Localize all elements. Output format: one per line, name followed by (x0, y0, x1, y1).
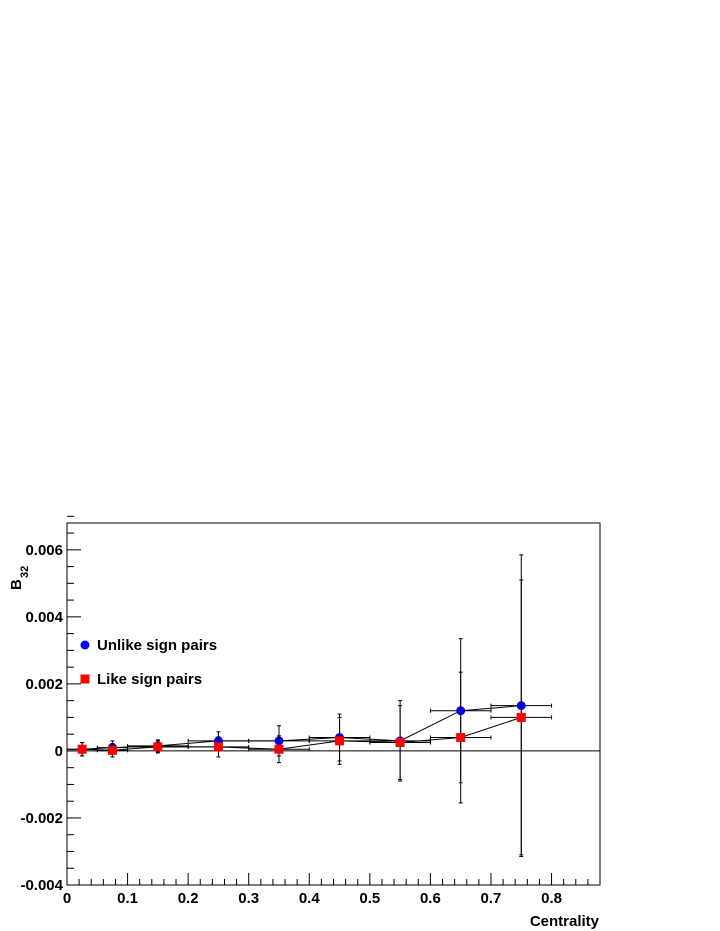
legend: Unlike sign pairs Like sign pairs (80, 637, 217, 688)
y-axis-ticks: -0.004 -0.002 0 0.002 0.004 0.006 (20, 515, 81, 894)
x-tick-label: 0 (63, 890, 71, 907)
data-point (107, 745, 117, 755)
x-tick-label: 0.1 (117, 890, 138, 907)
x-tick-label: 0.3 (238, 890, 259, 907)
x-axis-title: Centrality (530, 913, 600, 930)
data-point (335, 736, 345, 746)
data-point (516, 712, 526, 722)
y-axis-title-main: B (8, 579, 25, 590)
series-line (82, 705, 522, 750)
legend-marker-unlike (80, 640, 90, 650)
data-point (153, 742, 163, 752)
series-like (66, 579, 553, 856)
y-tick-label: 0.004 (25, 609, 63, 626)
data-point (274, 744, 284, 754)
y-tick-label: 0 (55, 743, 63, 760)
x-tick-label: 0.5 (359, 890, 380, 907)
series-line (82, 716, 522, 751)
x-tick-label: 0.4 (299, 890, 321, 907)
data-point (395, 738, 405, 748)
data-point (213, 742, 223, 752)
x-tick-label: 0.6 (420, 890, 441, 907)
legend-label-like: Like sign pairs (97, 671, 202, 688)
legend-label-unlike: Unlike sign pairs (97, 637, 217, 654)
y-tick-label: 0.006 (25, 542, 63, 559)
data-point (77, 744, 87, 754)
y-tick-label: -0.004 (20, 877, 63, 894)
y-axis-title-subscript: 32 (19, 566, 31, 578)
y-tick-label: 0.002 (25, 676, 63, 693)
data-point (456, 733, 466, 743)
series-unlike (66, 554, 553, 858)
series-layer (66, 554, 553, 858)
legend-marker-like (80, 674, 90, 684)
x-tick-label: 0.7 (481, 890, 502, 907)
y-tick-label: -0.002 (20, 810, 63, 827)
x-tick-label: 0.2 (178, 890, 199, 907)
x-tick-label: 0.8 (541, 890, 562, 907)
y-axis-title: B 32 (8, 566, 31, 590)
x-axis-ticks: 0 0.1 0.2 0.3 0.4 0.5 0.6 0.7 0.8 (63, 873, 601, 907)
